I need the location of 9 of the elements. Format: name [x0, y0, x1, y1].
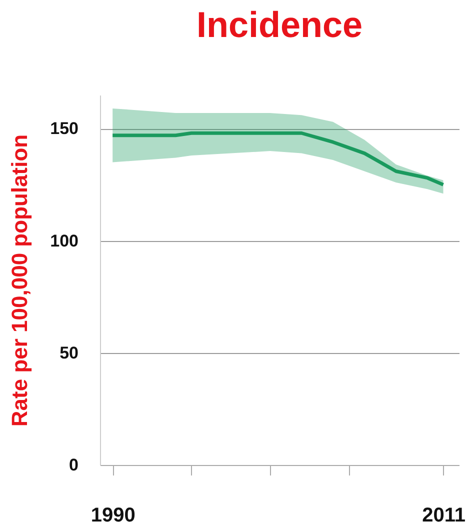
y-tick-label: 150 [50, 119, 78, 138]
x-tick-label: 1990 [90, 504, 136, 526]
y-tick-label: 100 [50, 231, 78, 250]
y-tick-label: 50 [60, 343, 78, 362]
y-tick-label: 0 [69, 456, 78, 474]
y-axis-title: Rate per 100,000 population [7, 134, 32, 427]
line-series [110, 131, 446, 186]
chart-title: Incidence [196, 4, 363, 45]
x-tick-label: 2011 [422, 504, 466, 526]
